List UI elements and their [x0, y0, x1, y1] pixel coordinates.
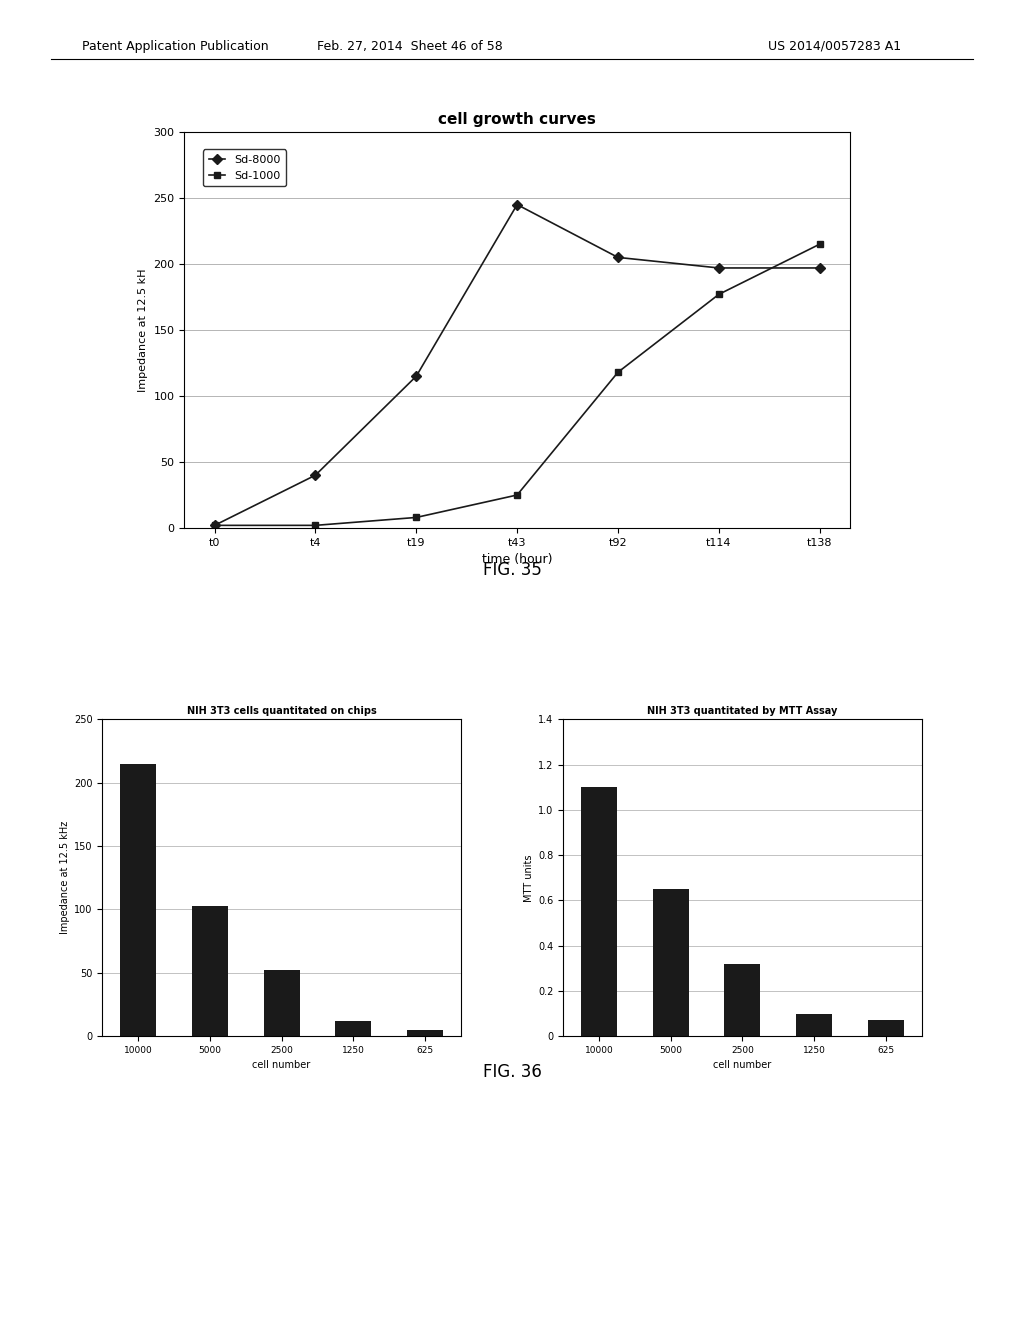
Bar: [193, 906, 227, 1036]
Bar: [582, 787, 617, 1036]
Sd-1000: [611, 364, 624, 380]
Sd-1000: [309, 517, 322, 533]
X-axis label: cell number: cell number: [253, 1060, 310, 1071]
Bar: [868, 1020, 904, 1036]
Y-axis label: MTT units: MTT units: [524, 854, 534, 902]
Bar: [407, 1030, 442, 1036]
Text: FIG. 35: FIG. 35: [482, 561, 542, 579]
Y-axis label: Impedance at 12.5 kHz: Impedance at 12.5 kHz: [59, 821, 70, 935]
Sd-8000: [411, 368, 423, 384]
Text: Patent Application Publication: Patent Application Publication: [82, 40, 268, 53]
Bar: [797, 1014, 833, 1036]
Sd-8000: [309, 467, 322, 483]
Sd-1000: [511, 487, 523, 503]
Sd-1000: [411, 510, 423, 525]
Bar: [264, 970, 299, 1036]
Title: NIH 3T3 quantitated by MTT Assay: NIH 3T3 quantitated by MTT Assay: [647, 706, 838, 715]
Sd-1000: [813, 236, 825, 252]
Line: Sd-8000: Sd-8000: [211, 201, 823, 529]
Sd-8000: [511, 197, 523, 213]
Title: cell growth curves: cell growth curves: [438, 112, 596, 127]
Text: US 2014/0057283 A1: US 2014/0057283 A1: [768, 40, 901, 53]
Sd-1000: [209, 517, 221, 533]
Line: Sd-1000: Sd-1000: [211, 240, 823, 529]
X-axis label: time (hour): time (hour): [482, 553, 552, 566]
Y-axis label: Impedance at 12.5 kH: Impedance at 12.5 kH: [138, 268, 147, 392]
Legend: Sd-8000, Sd-1000: Sd-8000, Sd-1000: [203, 149, 287, 186]
Bar: [121, 764, 156, 1036]
Sd-8000: [713, 260, 725, 276]
Title: NIH 3T3 cells quantitated on chips: NIH 3T3 cells quantitated on chips: [186, 706, 377, 715]
Sd-8000: [813, 260, 825, 276]
Bar: [725, 964, 760, 1036]
Text: FIG. 36: FIG. 36: [482, 1063, 542, 1081]
Bar: [336, 1020, 371, 1036]
Text: Feb. 27, 2014  Sheet 46 of 58: Feb. 27, 2014 Sheet 46 of 58: [316, 40, 503, 53]
X-axis label: cell number: cell number: [714, 1060, 771, 1071]
Sd-1000: [713, 286, 725, 302]
Bar: [653, 890, 689, 1036]
Sd-8000: [209, 517, 221, 533]
Sd-8000: [611, 249, 624, 265]
